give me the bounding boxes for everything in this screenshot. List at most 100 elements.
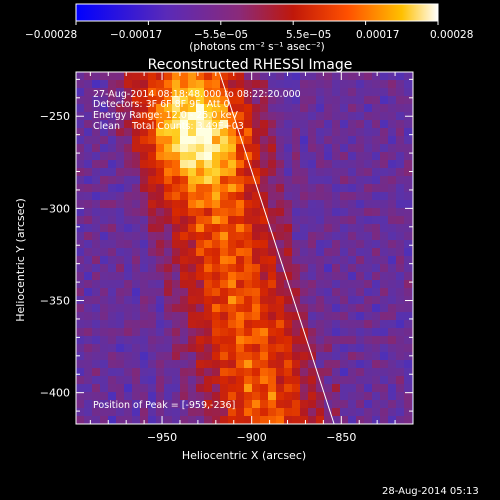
- image-pixel: [124, 184, 132, 192]
- image-pixel: [252, 304, 260, 312]
- detectors-label: Detectors: 3F 6F 8F 9F, Att 0: [93, 99, 230, 110]
- image-pixel: [276, 208, 284, 216]
- image-pixel: [156, 360, 164, 368]
- image-pixel: [340, 288, 348, 296]
- image-pixel: [396, 232, 404, 240]
- image-pixel: [276, 200, 284, 208]
- image-pixel: [268, 224, 276, 232]
- image-pixel: [396, 184, 404, 192]
- image-pixel: [116, 336, 124, 344]
- image-pixel: [228, 240, 236, 248]
- image-pixel: [188, 352, 196, 360]
- image-pixel: [196, 304, 204, 312]
- image-pixel: [100, 304, 108, 312]
- image-pixel: [300, 320, 308, 328]
- image-pixel: [348, 232, 356, 240]
- image-pixel: [292, 96, 300, 104]
- image-pixel: [92, 360, 100, 368]
- image-pixel: [204, 128, 212, 136]
- image-pixel: [188, 360, 196, 368]
- image-pixel: [108, 152, 116, 160]
- image-pixel: [300, 192, 308, 200]
- image-pixel: [164, 376, 172, 384]
- image-pixel: [100, 360, 108, 368]
- image-pixel: [148, 232, 156, 240]
- image-pixel: [132, 104, 140, 112]
- image-pixel: [188, 264, 196, 272]
- image-pixel: [332, 320, 340, 328]
- image-pixel: [348, 240, 356, 248]
- image-pixel: [228, 160, 236, 168]
- image-pixel: [268, 104, 276, 112]
- image-pixel: [220, 392, 228, 400]
- image-pixel: [300, 144, 308, 152]
- image-pixel: [84, 416, 92, 424]
- image-pixel: [236, 328, 244, 336]
- image-pixel: [180, 368, 188, 376]
- image-pixel: [188, 312, 196, 320]
- image-pixel: [380, 120, 388, 128]
- image-pixel: [268, 208, 276, 216]
- image-pixel: [268, 352, 276, 360]
- image-pixel: [212, 144, 220, 152]
- image-pixel: [332, 192, 340, 200]
- image-pixel: [276, 96, 284, 104]
- image-pixel: [204, 224, 212, 232]
- image-pixel: [100, 112, 108, 120]
- image-pixel: [220, 240, 228, 248]
- image-pixel: [108, 200, 116, 208]
- image-pixel: [76, 296, 84, 304]
- image-pixel: [116, 144, 124, 152]
- colorbar-gradient: [75, 3, 439, 22]
- image-pixel: [356, 376, 364, 384]
- image-pixel: [132, 328, 140, 336]
- image-pixel: [388, 208, 396, 216]
- image-pixel: [172, 136, 180, 144]
- image-pixel: [188, 384, 196, 392]
- image-pixel: [252, 152, 260, 160]
- image-pixel: [140, 312, 148, 320]
- image-pixel: [76, 328, 84, 336]
- image-pixel: [244, 184, 252, 192]
- image-pixel: [76, 384, 84, 392]
- image-pixel: [332, 280, 340, 288]
- image-pixel: [244, 336, 252, 344]
- image-pixel: [100, 208, 108, 216]
- image-pixel: [196, 208, 204, 216]
- image-pixel: [372, 368, 380, 376]
- image-pixel: [276, 152, 284, 160]
- image-pixel: [84, 264, 92, 272]
- image-pixel: [156, 72, 164, 80]
- image-pixel: [308, 400, 316, 408]
- image-pixel: [148, 88, 156, 96]
- image-pixel: [132, 120, 140, 128]
- image-pixel: [236, 264, 244, 272]
- image-pixel: [228, 336, 236, 344]
- image-pixel: [372, 112, 380, 120]
- image-pixel: [340, 192, 348, 200]
- image-pixel: [92, 216, 100, 224]
- image-pixel: [124, 160, 132, 168]
- image-pixel: [268, 152, 276, 160]
- image-pixel: [404, 264, 412, 272]
- image-pixel: [196, 152, 204, 160]
- image-pixel: [244, 352, 252, 360]
- image-pixel: [348, 336, 356, 344]
- image-pixel: [292, 264, 300, 272]
- image-pixel: [180, 384, 188, 392]
- image-pixel: [180, 208, 188, 216]
- image-pixel: [260, 328, 268, 336]
- image-pixel: [132, 368, 140, 376]
- image-pixel: [188, 232, 196, 240]
- image-pixel: [228, 80, 236, 88]
- image-pixel: [268, 120, 276, 128]
- image-pixel: [348, 144, 356, 152]
- image-pixel: [156, 128, 164, 136]
- image-pixel: [292, 416, 300, 424]
- image-pixel: [124, 416, 132, 424]
- image-pixel: [300, 80, 308, 88]
- image-pixel: [388, 240, 396, 248]
- image-pixel: [372, 296, 380, 304]
- image-pixel: [84, 320, 92, 328]
- image-pixel: [188, 272, 196, 280]
